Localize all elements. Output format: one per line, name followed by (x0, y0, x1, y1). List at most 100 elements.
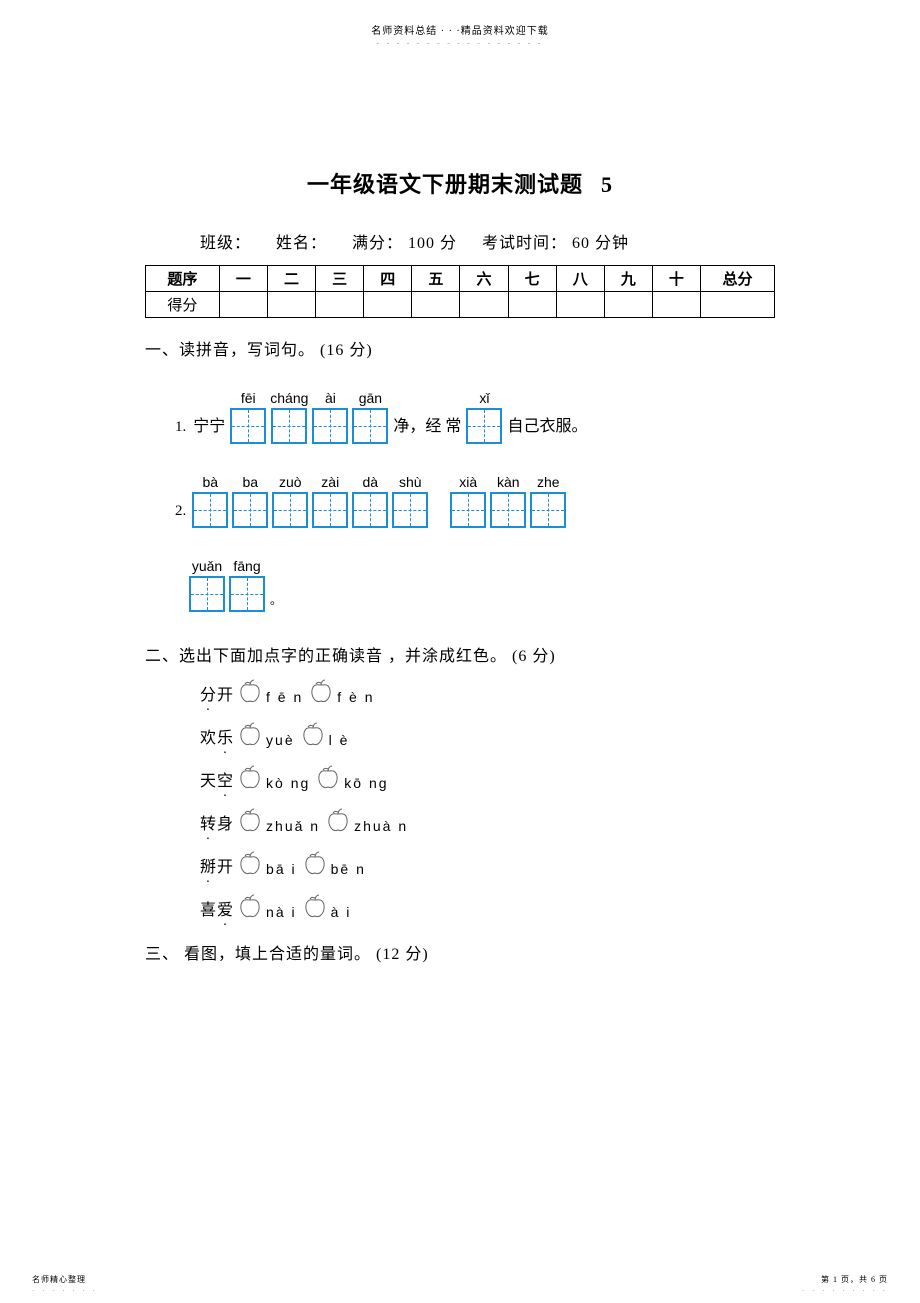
pinyin-box-group: shù (392, 474, 428, 528)
tianzi-box (392, 492, 428, 528)
cell (700, 292, 774, 318)
pinyin-option: nà i (266, 904, 297, 920)
word-char: 爱 (217, 896, 234, 920)
tianzi-box (352, 492, 388, 528)
apple-option (323, 803, 353, 838)
q2-number: 2. (175, 503, 186, 520)
apple-icon (235, 717, 265, 747)
apple-icon (298, 717, 328, 747)
pinyin-box-group: zài (312, 474, 348, 528)
meta-full: 满分： 100 分 (352, 235, 457, 252)
q1-groups: fēichángàigān (228, 390, 390, 444)
title-main: 一年级语文下册期末测试题 (307, 172, 583, 197)
footer-left: 名师精心整理 (32, 1274, 86, 1285)
q2-line-1: 2. bàbazuòzàidàshù xià kàn zhe (175, 474, 775, 528)
apple-option (235, 846, 265, 881)
apple-option (300, 889, 330, 924)
pinyin-label: ài (325, 390, 336, 406)
pinyin-option: f è n (337, 689, 374, 705)
col-2: 二 (267, 266, 315, 292)
page-title: 一年级语文下册期末测试题5 (145, 167, 775, 199)
row-label-2: 得分 (146, 292, 220, 318)
pinyin-option: à i (331, 904, 352, 920)
apple-icon (235, 674, 265, 704)
apple-icon (306, 674, 336, 704)
pinyin-box-group: bà (192, 474, 228, 528)
q1-number: 1. (175, 419, 186, 436)
tianzi-box (232, 492, 268, 528)
footer-right: 第 1 页，共 6 页 (821, 1274, 888, 1285)
footer-dots-right: · · · · · · · · · (802, 1287, 888, 1295)
pronunciation-item: 天空kò ngkō ng (200, 760, 775, 791)
q2-period: 。 (270, 591, 282, 608)
apple-icon (300, 846, 330, 876)
pinyin-label: zhe (537, 474, 560, 490)
cell (508, 292, 556, 318)
question-1-wrap: 1. 宁宁 fēichángàigān 净，经 常 xǐ 自己衣服。 2. bà… (145, 390, 775, 612)
pinyin-box-group: cháng (270, 390, 308, 444)
apple-option (235, 760, 265, 795)
col-8: 八 (556, 266, 604, 292)
cell (556, 292, 604, 318)
pinyin-box-group: kàn (490, 474, 526, 528)
pinyin-label: ba (242, 474, 258, 490)
cell (267, 292, 315, 318)
pinyin-option: kò ng (266, 775, 310, 791)
footer-dots-left: · · · · · · · (32, 1287, 98, 1295)
tianzi-box (189, 576, 225, 612)
col-7: 七 (508, 266, 556, 292)
apple-option (235, 674, 265, 709)
pinyin-label: shù (399, 474, 422, 490)
pinyin-option: yuè (266, 732, 295, 748)
page-content: 一年级语文下册期末测试题5 班级： 姓名： 满分： 100 分 考试时间： 60… (0, 47, 920, 964)
apple-icon (235, 889, 265, 919)
word-char: 身 (217, 810, 234, 834)
pronunciation-item: 欢乐yuèl è (200, 717, 775, 748)
cell (316, 292, 364, 318)
meta-row: 班级： 姓名： 满分： 100 分 考试时间： 60 分钟 (145, 229, 775, 253)
pinyin-label: kàn (497, 474, 520, 490)
col-4: 四 (364, 266, 412, 292)
apple-option (313, 760, 343, 795)
pinyin-box-group: zuò (272, 474, 308, 528)
pinyin-box-group: fāng (229, 558, 265, 612)
cell (412, 292, 460, 318)
apple-option (298, 717, 328, 752)
section-2-items: 分开f ē nf è n欢乐yuèl è天空kò ngkō ng转身zhuǎ n… (145, 674, 775, 920)
table-row: 得分 (146, 292, 775, 318)
apple-icon (323, 803, 353, 833)
word-char: 喜 (200, 896, 217, 920)
table-row: 题序 一 二 三 四 五 六 七 八 九 十 总分 (146, 266, 775, 292)
meta-class: 班级： (200, 235, 251, 252)
q1-post: 自己衣服。 (507, 412, 587, 436)
col-1: 一 (219, 266, 267, 292)
apple-icon (235, 760, 265, 790)
pinyin-label: zài (321, 474, 339, 490)
pinyin-label: fēi (241, 390, 256, 406)
pinyin-box-group: xià (450, 474, 486, 528)
word-char: 掰 (200, 853, 217, 877)
tianzi-box (229, 576, 265, 612)
apple-option (300, 846, 330, 881)
tianzi-box (312, 492, 348, 528)
apple-icon (235, 803, 265, 833)
word-char: 分 (200, 681, 217, 705)
apple-option (235, 717, 265, 752)
apple-icon (235, 846, 265, 876)
pinyin-label: xǐ (479, 390, 489, 406)
score-table: 题序 一 二 三 四 五 六 七 八 九 十 总分 得分 (145, 265, 775, 318)
pinyin-option: zhuà n (354, 818, 408, 834)
apple-option (306, 674, 336, 709)
q1-line-1: 1. 宁宁 fēichángàigān 净，经 常 xǐ 自己衣服。 (175, 390, 775, 444)
tianzi-box (312, 408, 348, 444)
col-6: 六 (460, 266, 508, 292)
pinyin-option: l è (329, 732, 350, 748)
apple-option (235, 803, 265, 838)
pinyin-option: zhuǎ n (266, 818, 320, 834)
pinyin-label: xià (459, 474, 477, 490)
tianzi-box (192, 492, 228, 528)
pinyin-box-group: ài (312, 390, 348, 444)
pinyin-box-group: dà (352, 474, 388, 528)
header-dots: - - - - - - - - - - - - - - - - - (0, 39, 920, 47)
pinyin-box-group: yuǎn (189, 558, 225, 612)
